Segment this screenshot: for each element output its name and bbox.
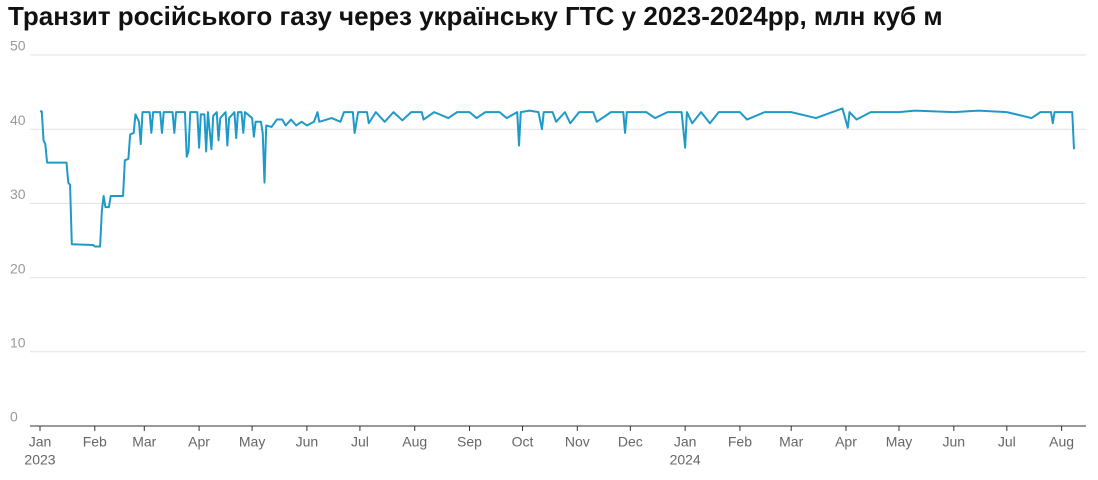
x-tick-label: Sep <box>457 434 482 450</box>
x-tick-label: May <box>239 434 265 450</box>
x-year-label: 2023 <box>24 452 55 468</box>
x-tick-label: Jan <box>674 434 697 450</box>
x-tick-label: Jan <box>29 434 52 450</box>
x-tick-label: Aug <box>402 434 427 450</box>
y-tick-label: 40 <box>10 112 26 128</box>
x-tick-label: Jun <box>943 434 966 450</box>
y-tick-label: 0 <box>10 409 18 425</box>
x-tick-label: Apr <box>188 434 210 450</box>
x-tick-label: Apr <box>835 434 857 450</box>
data-line <box>40 107 1075 248</box>
y-tick-label: 20 <box>10 260 26 276</box>
x-tick-label: Jun <box>296 434 319 450</box>
x-tick-label: Feb <box>728 434 752 450</box>
y-tick-label: 10 <box>10 335 26 351</box>
x-year-label: 2024 <box>670 452 701 468</box>
chart-title: Транзит російського газу через українськ… <box>8 1 943 31</box>
y-tick-label: 30 <box>10 186 26 202</box>
x-tick-label: Nov <box>565 434 590 450</box>
x-tick-label: Feb <box>83 434 107 450</box>
x-tick-label: Jul <box>998 434 1016 450</box>
x-tick-label: Dec <box>618 434 643 450</box>
y-tick-label: 50 <box>10 38 26 54</box>
x-tick-label: Aug <box>1049 434 1074 450</box>
x-tick-label: Mar <box>132 434 156 450</box>
x-tick-label: Jul <box>351 434 369 450</box>
x-tick-label: Oct <box>512 434 534 450</box>
x-tick-label: Mar <box>779 434 803 450</box>
x-tick-label: May <box>886 434 912 450</box>
